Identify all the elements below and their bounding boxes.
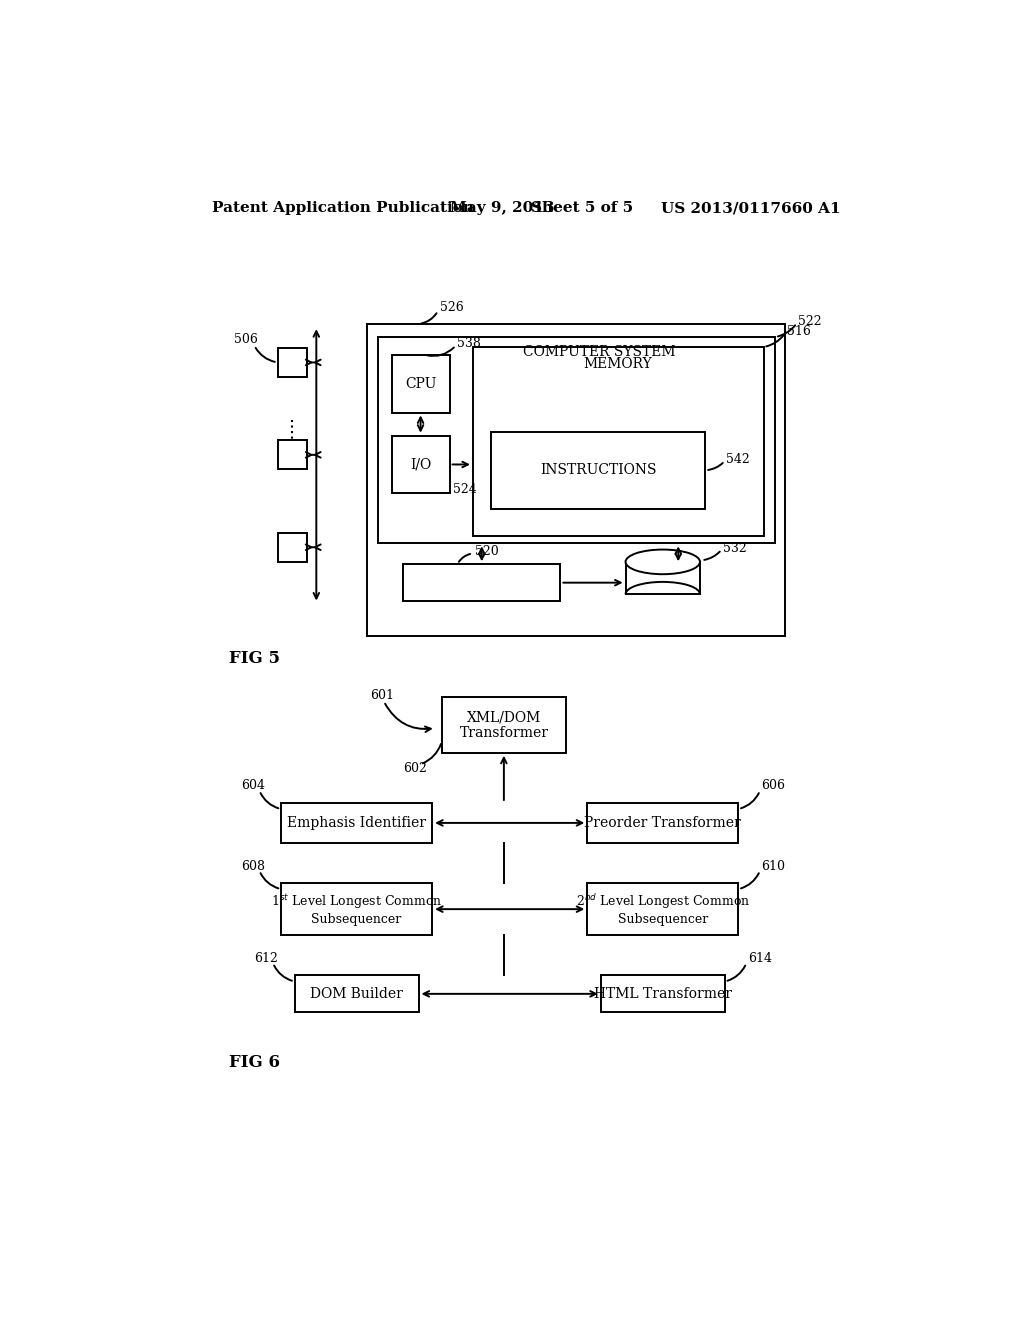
Bar bbox=[281, 803, 432, 843]
Text: May 9, 2013: May 9, 2013 bbox=[450, 202, 554, 215]
Text: INSTRUCTIONS: INSTRUCTIONS bbox=[540, 463, 656, 478]
Text: DOM Builder: DOM Builder bbox=[310, 987, 403, 1001]
Bar bbox=[473, 347, 764, 536]
Text: 520: 520 bbox=[475, 545, 499, 558]
Bar bbox=[442, 697, 566, 752]
Text: 542: 542 bbox=[726, 453, 750, 466]
Text: CPU: CPU bbox=[404, 376, 436, 391]
Text: 532: 532 bbox=[723, 541, 746, 554]
Bar bbox=[367, 323, 785, 636]
Text: I/O: I/O bbox=[410, 458, 431, 471]
Text: US 2013/0117660 A1: US 2013/0117660 A1 bbox=[662, 202, 841, 215]
Text: Preorder Transformer: Preorder Transformer bbox=[585, 816, 741, 830]
Text: MEMORY: MEMORY bbox=[584, 356, 652, 371]
Bar bbox=[295, 975, 419, 1012]
Text: 2$^{nd}$ Level Longest Common
Subsequencer: 2$^{nd}$ Level Longest Common Subsequenc… bbox=[575, 892, 750, 927]
Text: 614: 614 bbox=[748, 952, 772, 965]
Text: 601: 601 bbox=[371, 689, 394, 702]
Bar bbox=[391, 355, 450, 412]
Text: COMPUTER SYSTEM: COMPUTER SYSTEM bbox=[523, 346, 676, 359]
Bar bbox=[587, 883, 738, 936]
Text: FIG 5: FIG 5 bbox=[228, 651, 280, 668]
Text: 606: 606 bbox=[762, 779, 785, 792]
Bar bbox=[278, 533, 307, 562]
Text: 526: 526 bbox=[440, 301, 464, 314]
Text: 610: 610 bbox=[762, 859, 785, 873]
Text: HTML Transformer: HTML Transformer bbox=[594, 987, 732, 1001]
Text: 1$^{st}$ Level Longest Common
Subsequencer: 1$^{st}$ Level Longest Common Subsequenc… bbox=[271, 892, 442, 925]
Bar bbox=[378, 337, 775, 544]
Text: 604: 604 bbox=[241, 779, 265, 792]
Text: XML/DOM
Transformer: XML/DOM Transformer bbox=[460, 710, 549, 741]
Text: 516: 516 bbox=[786, 325, 811, 338]
Text: 506: 506 bbox=[234, 333, 258, 346]
Bar bbox=[391, 436, 450, 494]
Text: Emphasis Identifier: Emphasis Identifier bbox=[287, 816, 426, 830]
Bar bbox=[601, 975, 725, 1012]
Bar bbox=[587, 803, 738, 843]
Ellipse shape bbox=[626, 549, 700, 574]
Text: 602: 602 bbox=[403, 762, 427, 775]
Text: 522: 522 bbox=[799, 315, 822, 329]
Text: 608: 608 bbox=[241, 859, 265, 873]
Bar bbox=[281, 883, 432, 936]
Text: 538: 538 bbox=[458, 338, 481, 351]
Text: FIG 6: FIG 6 bbox=[228, 1053, 280, 1071]
Bar bbox=[626, 562, 700, 594]
Bar bbox=[278, 441, 307, 470]
Bar bbox=[403, 564, 560, 601]
Text: Patent Application Publication: Patent Application Publication bbox=[212, 202, 474, 215]
Text: Sheet 5 of 5: Sheet 5 of 5 bbox=[531, 202, 633, 215]
Text: 524: 524 bbox=[454, 483, 477, 496]
Bar bbox=[278, 348, 307, 378]
Bar bbox=[490, 432, 706, 508]
Text: 612: 612 bbox=[254, 952, 279, 965]
